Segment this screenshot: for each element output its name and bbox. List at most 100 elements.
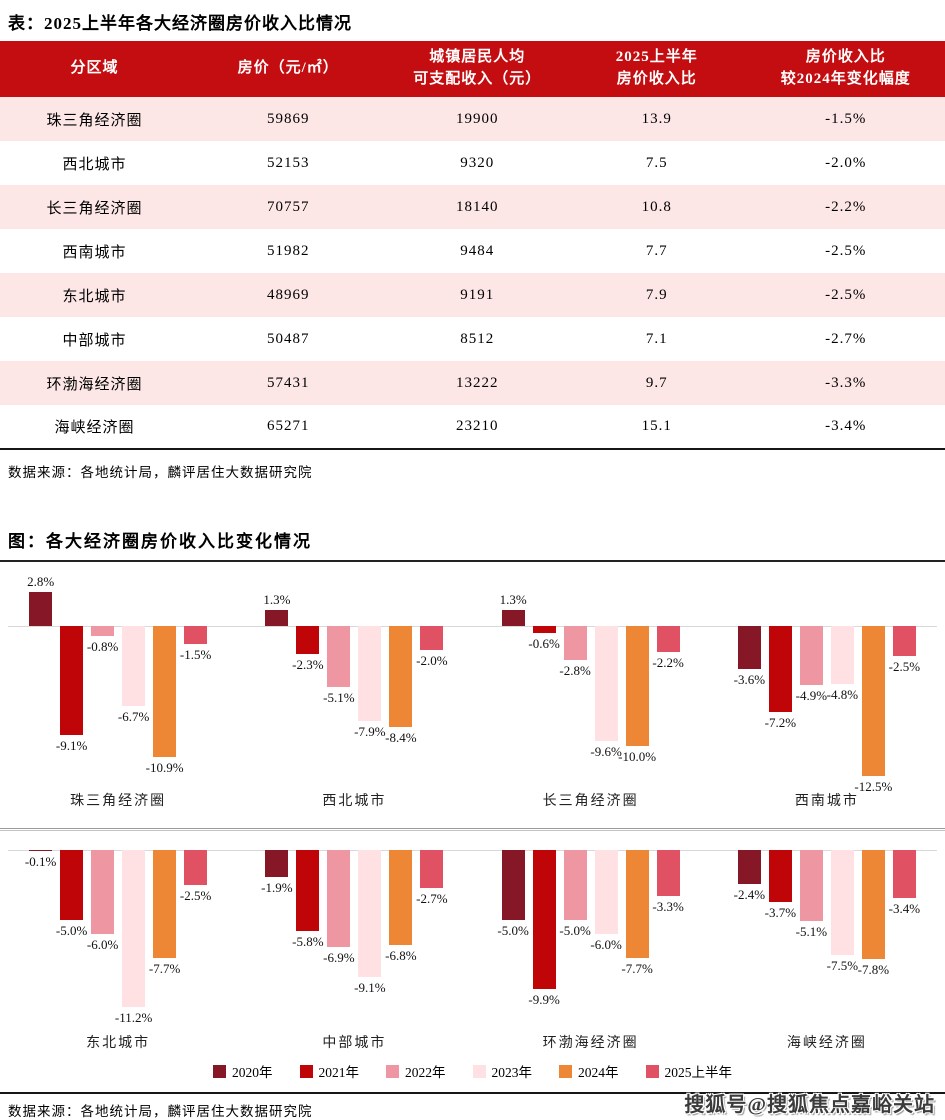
bar-value-label: -2.4% [733,886,766,902]
group-axis-label: 环渤海经济圈 [542,1036,639,1051]
bar-2025上半年 [892,626,916,656]
chart-group-长三角经济圈: 1.3% -0.6% -2.8% -9.6% -10.0% -2.2% 长三角经济圈 [473,562,709,812]
bar-2020年 [737,626,761,670]
table-cell: 9.7 [566,361,747,405]
table-cell: -2.7% [825,330,867,347]
legend-swatch [213,1064,226,1078]
bar-2023年 [122,850,146,1007]
table-cell: 9320 [460,154,495,171]
table-body: 珠三角经济圈 59869 19900 13.9 -1.5% 西北城市 52153 9320 7.… [0,97,945,449]
legend-item: 2022年 [386,1061,446,1081]
chart-source-note: 数据来源：各地统计局，麟评居住大数据研究院 [8,1104,313,1119]
bar-2020年 [265,610,289,626]
table-header-row: 分区域 房价（元/㎡） 城镇居民人均 可支配收入（元） 2025上半年 房价收入比 房价… [0,41,945,97]
bar-value-label: -7.7% [621,960,653,976]
bar-2025上半年 [892,850,916,898]
bar-value-label: -0.8% [86,638,119,654]
bar-2023年 [358,850,382,978]
chart-group-东北城市: -0.1% -5.0% -6.0% -11.2% -7.7% -2.5% 东北城市 [0,834,236,1052]
bar-value-label: 2.8% [27,574,55,590]
bar-2021年 [532,626,556,634]
table-cell: 23210 [455,418,499,434]
chart-row-top: 2.8% -9.1% -0.8% -6.7% -10.9% -1.5% 珠三角经济圈 1.3%… [0,562,945,812]
bar-2025上半年 [420,626,444,650]
table-cell: -1.5% [746,97,945,141]
chart-legend: 2020年 2021年 2022年 2023年 2024年 2025上半年 [0,1062,945,1080]
bar-value-label: -6.9% [323,949,355,965]
table-cell: -2.2% [746,185,945,229]
legend-swatch [299,1064,313,1078]
chart-group-中部城市: -1.9% -5.8% -6.9% -9.1% -6.8% -2.7% 中部城市 [236,834,472,1052]
bar-2025上半年 [656,626,680,653]
bar-value-label: -6.7% [117,709,150,725]
table-cell: -3.3% [746,361,945,405]
group-axis-label: 中部城市 [322,1036,387,1051]
bar-value-label: -3.3% [652,899,684,915]
group-axis-label: 海峡经济圈 [786,1036,867,1051]
bar-2022年 [799,626,823,685]
table-cell: 7.9 [566,273,747,317]
bar-value-label: -4.9% [795,687,828,703]
bar-value-label: -3.4% [888,900,921,916]
bar-2022年 [563,850,587,920]
bar-2022年 [563,626,587,660]
bar-value-label: -9.1% [55,738,88,754]
bar-value-label: -9.9% [528,991,560,1007]
bar-2022年 [327,626,351,688]
bar-value-label: -10.9% [145,759,184,775]
bar-2023年 [122,626,146,707]
bar-2023年 [830,850,854,955]
bar-value-label: -0.6% [528,636,560,652]
bar-value-label: -5.8% [292,934,324,950]
bar-value-label: -2.8% [559,662,591,678]
legend-swatch [472,1064,486,1078]
legend-item: 2020年 [213,1061,273,1081]
bar-2023年 [594,850,618,934]
bar-value-label: -11.2% [114,1009,153,1025]
table-cell: 57431 [189,361,388,405]
bar-2020年 [501,610,525,626]
bar-value-label: -1.9% [261,879,293,895]
table-cell: 48969 [189,273,388,317]
bar-value-label: -5.1% [795,924,828,940]
table-header-cell: 2025上半年 房价收入比 [566,41,747,97]
bar-value-label: -0.1% [24,854,57,870]
table-row: 中部城市 50487 8512 7.1 -2.7% [0,317,945,361]
bar-2022年 [91,626,115,636]
bar-value-label: -2.5% [179,888,212,903]
bar-2022年 [799,850,823,922]
bar-2021年 [532,850,556,989]
table-header-cell: 房价收入比 较2024年变化幅度 [746,41,945,97]
chart-group-珠三角经济圈: 2.8% -9.1% -0.8% -6.7% -10.9% -1.5% 珠三角经济圈 [0,562,236,812]
watermark: 搜狐号@搜狐焦点嘉峪关站 [684,1094,935,1116]
bar-value-label: -2.5% [888,659,921,674]
bar-2021年 [296,626,320,654]
bar-2024年 [861,626,885,776]
table-cell: 18140 [387,185,567,229]
bar-2025上半年 [184,850,208,885]
bar-2024年 [625,850,649,958]
legend-label: 2024年 [578,1065,619,1080]
table-title: 表：2025上半年各大经济圈房价收入比情况 [8,14,352,33]
legend-swatch [559,1064,572,1078]
table-cell: 65271 [266,418,310,434]
table-header-cell: 分区域 [0,41,189,97]
bar-value-label: -5.1% [323,690,355,706]
table-cell: 7.7 [645,242,668,259]
chart-rows-separator [0,828,945,831]
bar-2020年 [501,850,525,920]
legend-swatch [386,1064,399,1078]
table-cell: 中部城市 [62,332,127,349]
chart-group-西南城市: -3.6% -7.2% -4.9% -4.8% -12.5% -2.5% 西南城市 [709,562,945,812]
table-cell: 51982 [266,242,310,259]
bar-2021年 [768,850,792,902]
bar-value-label: -4.8% [826,686,859,702]
group-axis-label: 珠三角经济圈 [70,794,167,809]
bar-2025上半年 [656,850,680,897]
bar-2024年 [625,626,649,746]
bar-value-label: -7.5% [826,958,859,973]
table-cell: 13.9 [566,97,747,141]
chart-row-bottom: -0.1% -5.0% -6.0% -11.2% -7.7% -2.5% 东北城市 -1.9%… [0,834,945,1052]
legend-label: 2025上半年 [664,1065,733,1080]
chart-group-西北城市: 1.3% -2.3% -5.1% -7.9% -8.4% -2.0% 西北城市 [236,562,472,812]
